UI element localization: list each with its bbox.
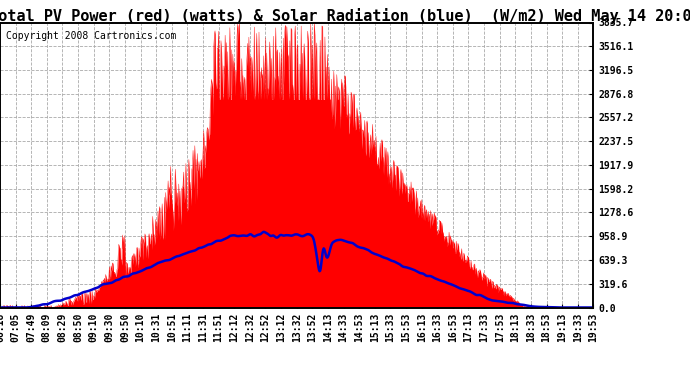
- Text: Copyright 2008 Cartronics.com: Copyright 2008 Cartronics.com: [6, 31, 177, 41]
- Text: Total PV Power (red) (watts) & Solar Radiation (blue)  (W/m2) Wed May 14 20:07: Total PV Power (red) (watts) & Solar Rad…: [0, 8, 690, 24]
